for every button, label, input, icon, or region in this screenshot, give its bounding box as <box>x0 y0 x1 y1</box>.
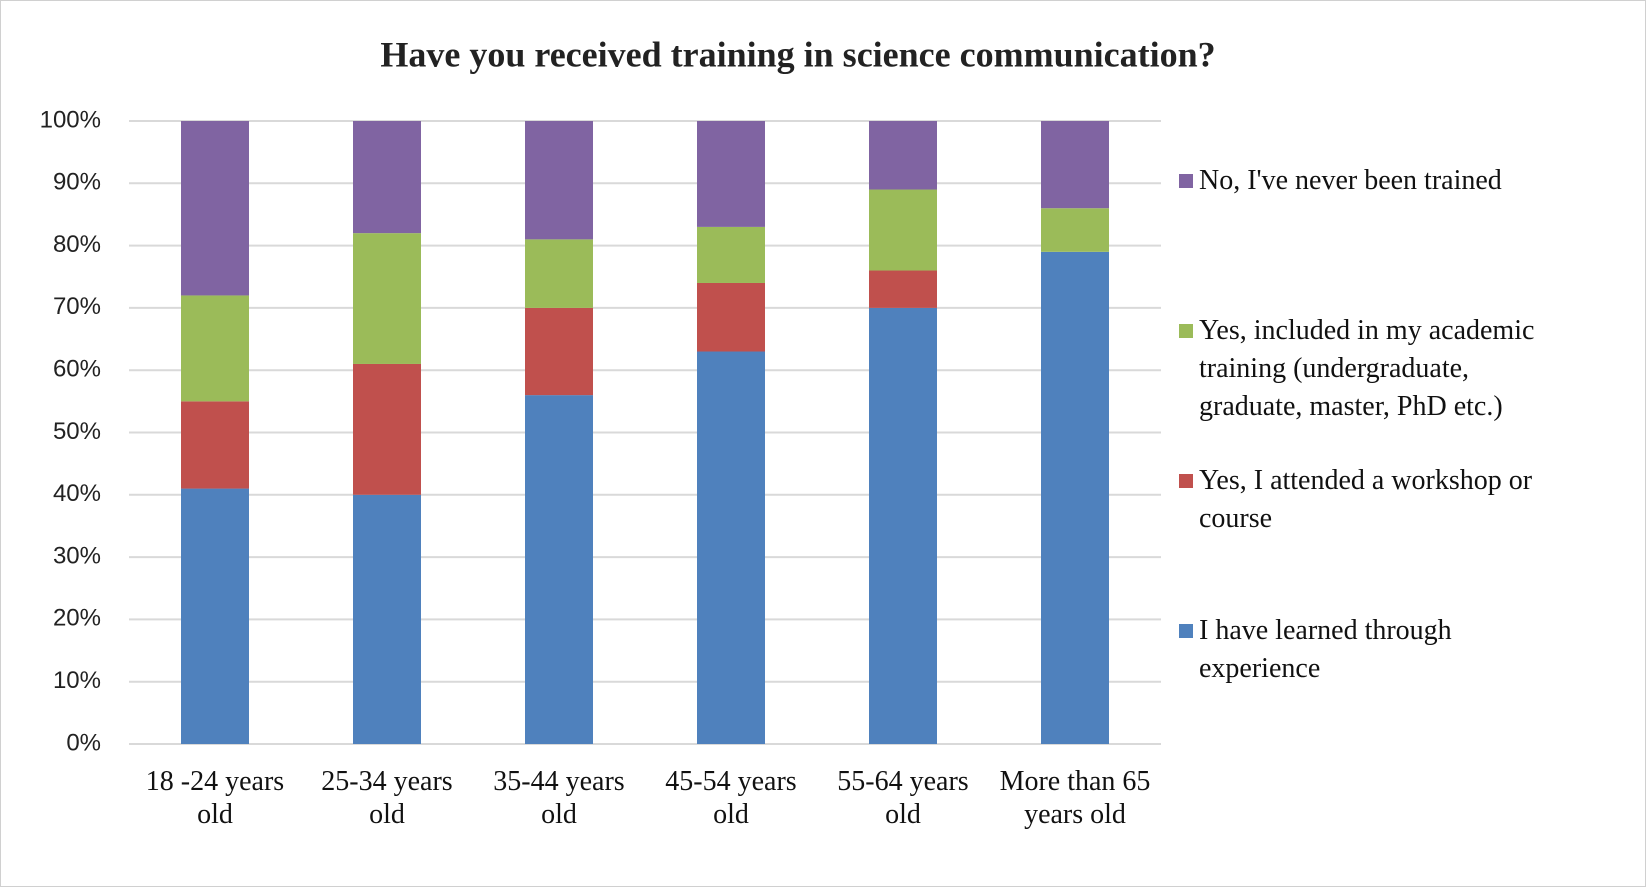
bar-segment <box>1041 121 1109 209</box>
bar-segment <box>181 488 249 744</box>
bar-segment <box>697 351 765 744</box>
x-tick-label: More than 65 years old <box>999 766 1151 830</box>
bar-segment <box>869 270 937 308</box>
y-tick-label: 70% <box>53 293 101 320</box>
bar-segment <box>697 226 765 283</box>
chart-title: Have you received training in science co… <box>380 34 1215 74</box>
bar-segment <box>353 494 421 744</box>
legend-swatch <box>1179 474 1193 488</box>
y-tick-label: 60% <box>53 356 101 383</box>
legend-swatch <box>1179 624 1193 638</box>
legend-swatch <box>1179 324 1193 338</box>
bar-segment <box>869 189 937 271</box>
y-tick-label: 10% <box>53 667 101 694</box>
bar-segment <box>697 282 765 352</box>
legend-item: No, I've never been trained <box>1179 162 1579 200</box>
bar-segment <box>353 121 421 234</box>
bar-segment <box>525 307 593 396</box>
bar-segment <box>525 239 593 308</box>
bar-segment <box>525 121 593 240</box>
legend-item: Yes, included in my academic training (u… <box>1179 312 1579 426</box>
x-tick-label: 35-44 years old <box>493 766 625 830</box>
x-tick-label: 18 -24 years old <box>145 766 285 830</box>
bar-segment <box>181 401 249 489</box>
bar-segment <box>869 121 937 190</box>
x-tick-label: 45-54 years old <box>665 766 797 830</box>
x-tick-label: 55-64 years old <box>837 766 969 830</box>
y-tick-label: 40% <box>53 480 101 507</box>
bar-segment <box>181 295 249 402</box>
legend-item: I have learned through experience <box>1179 612 1579 688</box>
bar-segment <box>353 363 421 495</box>
bar-segment <box>1041 251 1109 744</box>
legend-swatch <box>1179 174 1193 188</box>
bar-segment <box>697 121 765 227</box>
x-tick-label: 25-34 years old <box>321 766 453 830</box>
y-tick-label: 100% <box>40 106 101 133</box>
y-tick-label: 30% <box>53 542 101 569</box>
bar-segment <box>181 121 249 296</box>
y-tick-label: 20% <box>53 605 101 632</box>
bar-segment <box>353 233 421 364</box>
y-tick-label: 0% <box>66 729 101 756</box>
bar-segment <box>525 395 593 744</box>
y-tick-label: 90% <box>53 169 101 196</box>
y-tick-label: 50% <box>53 418 101 445</box>
legend-item: Yes, I attended a workshop or course <box>1179 462 1579 538</box>
bar-segment <box>1041 208 1109 252</box>
bar-segment <box>869 307 937 744</box>
y-tick-label: 80% <box>53 231 101 258</box>
